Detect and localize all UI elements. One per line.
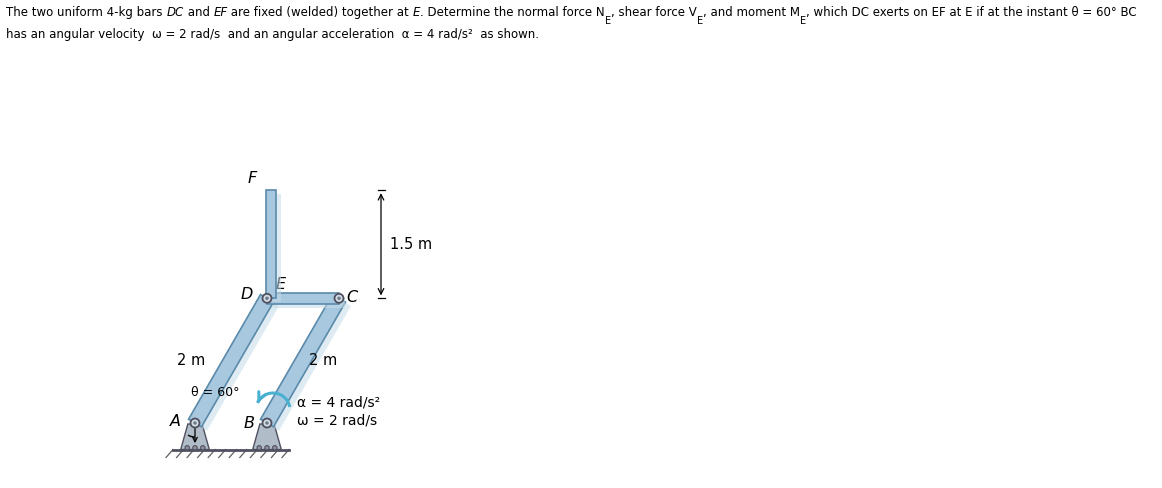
Text: E: E	[799, 16, 806, 26]
Polygon shape	[188, 295, 273, 427]
Text: E: E	[697, 16, 703, 26]
Circle shape	[265, 446, 270, 450]
Text: 1.5 m: 1.5 m	[390, 237, 432, 252]
Circle shape	[273, 446, 277, 450]
Text: 2 m: 2 m	[309, 353, 337, 368]
Circle shape	[191, 419, 200, 427]
Polygon shape	[194, 299, 279, 431]
Text: C: C	[346, 290, 357, 305]
Text: 2 m: 2 m	[177, 353, 205, 368]
Text: The two uniform 4-kg bars: The two uniform 4-kg bars	[6, 6, 166, 19]
Circle shape	[335, 294, 344, 303]
Text: E: E	[605, 16, 611, 26]
Text: B: B	[244, 416, 254, 431]
Text: F: F	[248, 171, 257, 186]
Text: are fixed (welded) together at: are fixed (welded) together at	[228, 6, 413, 19]
Circle shape	[263, 294, 272, 303]
Polygon shape	[252, 424, 281, 449]
Polygon shape	[267, 293, 339, 304]
Circle shape	[193, 446, 198, 450]
Text: . Determine the normal force N: . Determine the normal force N	[421, 6, 605, 19]
Text: E: E	[277, 277, 286, 292]
Text: DC: DC	[166, 6, 184, 19]
Text: ω = 2 rad/s: ω = 2 rad/s	[297, 413, 378, 427]
Polygon shape	[266, 299, 351, 431]
Text: , shear force V: , shear force V	[611, 6, 697, 19]
Text: has an angular velocity  ω = 2 rad/s  and an angular acceleration  α = 4 rad/s² : has an angular velocity ω = 2 rad/s and …	[6, 28, 539, 41]
Text: E: E	[413, 6, 421, 19]
Polygon shape	[266, 190, 275, 298]
Polygon shape	[181, 424, 209, 449]
Circle shape	[185, 446, 189, 450]
Text: and: and	[184, 6, 214, 19]
Circle shape	[337, 297, 340, 300]
Circle shape	[263, 419, 272, 427]
Circle shape	[201, 446, 205, 450]
Text: D: D	[241, 287, 253, 302]
Text: A: A	[170, 413, 181, 428]
Polygon shape	[260, 295, 345, 427]
Text: θ = 60°: θ = 60°	[191, 386, 239, 399]
Text: α = 4 rad/s²: α = 4 rad/s²	[297, 396, 380, 410]
Text: , and moment M: , and moment M	[703, 6, 799, 19]
Circle shape	[193, 421, 196, 425]
Circle shape	[265, 297, 268, 300]
Text: EF: EF	[214, 6, 228, 19]
Polygon shape	[273, 297, 344, 308]
Polygon shape	[272, 194, 281, 302]
Circle shape	[265, 421, 268, 425]
Text: , which DC exerts on EF at E if at the instant θ = 60° BC: , which DC exerts on EF at E if at the i…	[806, 6, 1136, 19]
Circle shape	[257, 446, 261, 450]
